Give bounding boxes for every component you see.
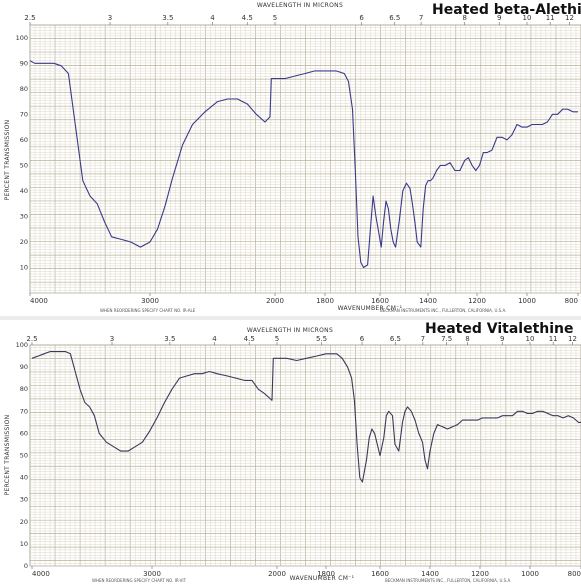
bottom-x-axis: 4000 3000 2000 1800 1600 1400 1200 1000 800 (31, 566, 581, 578)
chart-separator (0, 316, 581, 320)
top-tick-label: 4 (212, 335, 217, 343)
bottom-wavelength-label: WAVELENGTH IN MICRONS (247, 327, 333, 334)
y-tick-label: 30 (20, 496, 28, 504)
x-tick-label: 1400 (421, 570, 439, 578)
top-tick-label: 9 (497, 14, 501, 22)
y-tick-label: 50 (20, 452, 28, 460)
y-tick-label: 100 (16, 341, 28, 349)
y-tick-label: 10 (20, 540, 28, 548)
y-tick-label: 80 (20, 85, 28, 93)
top-tick-label: 10 (523, 14, 532, 22)
x-tick-label: 1600 (371, 570, 389, 578)
top-chart: 2.5 3 3.5 4 4.5 5 6 6.5 7 8 9 10 11 12 100 90 80 70 60 50 4… (4, 2, 581, 313)
top-tick-label: 3 (108, 14, 112, 22)
top-tick-label: 5.5 (316, 335, 327, 343)
top-tick-label: 5 (273, 14, 277, 22)
y-tick-label: 70 (20, 407, 28, 415)
x-tick-label: 1200 (468, 297, 486, 305)
top-tick-label: 6 (360, 335, 365, 343)
x-tick-label: 800 (568, 570, 581, 578)
y-tick-label: 10 (20, 263, 28, 271)
bottom-y-axis-label: PERCENT TRANSMISSION (4, 415, 11, 496)
y-tick-label: 20 (20, 238, 28, 246)
x-tick-label: 1000 (521, 570, 539, 578)
y-tick-label: 0 (24, 562, 28, 570)
top-tick-label: 4.5 (244, 335, 255, 343)
bottom-wavelength-axis: 2.5 3 3.5 4 4.5 5 5.5 6 6.5 7 7.5 8 9 10 11 12 (26, 335, 577, 345)
y-tick-label: 30 (20, 212, 28, 220)
top-tick-label: 7 (419, 14, 423, 22)
top-tick-label: 2.5 (24, 14, 35, 22)
top-tick-label: 5 (275, 335, 279, 343)
top-tick-label: 3.5 (162, 14, 173, 22)
top-footer-right: BECKMAN INSTRUMENTS INC., FULLERTON, CAL… (380, 308, 506, 313)
y-tick-label: 60 (20, 136, 28, 144)
bottom-grid (29, 344, 581, 567)
top-tick-label: 2.5 (26, 335, 37, 343)
top-tick-label: 3.5 (164, 335, 175, 343)
top-tick-label: 12 (568, 335, 577, 343)
top-tick-label: 11 (546, 14, 555, 22)
top-tick-label: 6.5 (389, 14, 400, 22)
bottom-chart-title: Heated Vitalethine (425, 321, 573, 337)
x-tick-label: 1000 (518, 297, 536, 305)
y-tick-label: 40 (20, 187, 28, 195)
y-tick-label: 70 (20, 110, 28, 118)
top-tick-label: 3 (110, 335, 114, 343)
top-y-axis-label: PERCENT TRANSMISSION (4, 120, 11, 201)
top-spectrum-line (29, 60, 578, 269)
top-chart-title: Heated beta-Alethine (432, 2, 581, 18)
top-footer-left: WHEN REORDERING SPECIFY CHART NO. IR-ALE (100, 308, 196, 313)
bottom-spectrum-line (31, 351, 581, 483)
top-x-axis: 4000 3000 2000 1800 1600 1400 1200 1000 800 (29, 293, 579, 305)
top-tick-label: 9 (500, 335, 504, 343)
bottom-footer-right: BECKMAN INSTRUMENTS INC., FULLERTON, CAL… (385, 578, 511, 583)
x-tick-label: 1800 (316, 297, 334, 305)
bottom-chart: 2.5 3 3.5 4 4.5 5 5.5 6 6.5 7 7.5 8 9 10 11 12 10090807… (4, 321, 581, 583)
top-tick-label: 8 (465, 335, 469, 343)
top-x-axis-label: WAVENUMBER CM⁻¹ (338, 305, 403, 312)
x-tick-label: 3000 (143, 570, 161, 578)
y-tick-label: 50 (20, 161, 28, 169)
y-tick-label: 20 (20, 518, 28, 526)
top-y-axis: 100 90 80 70 60 50 40 30 20 10 (16, 34, 28, 272)
y-tick-label: 40 (20, 474, 28, 482)
top-tick-label: 6.5 (390, 335, 401, 343)
top-tick-label: 4.5 (242, 14, 253, 22)
x-tick-label: 1600 (371, 297, 389, 305)
y-tick-label: 60 (20, 429, 28, 437)
x-tick-label: 4000 (32, 570, 50, 578)
x-tick-label: 1400 (419, 297, 437, 305)
y-tick-label: 80 (20, 385, 28, 393)
top-tick-label: 8 (463, 14, 467, 22)
top-grid (29, 24, 581, 294)
x-tick-label: 1200 (471, 570, 489, 578)
top-tick-label: 6 (359, 14, 364, 22)
y-tick-label: 90 (20, 363, 28, 371)
top-tick-label: 4 (210, 14, 215, 22)
x-tick-label: 3000 (141, 297, 159, 305)
x-tick-label: 2000 (268, 570, 286, 578)
top-tick-label: 7.5 (441, 335, 452, 343)
top-tick-label: 11 (549, 335, 558, 343)
top-tick-label: 10 (526, 335, 535, 343)
top-wavelength-axis: 2.5 3 3.5 4 4.5 5 6 6.5 7 8 9 10 11 12 (24, 14, 574, 25)
y-tick-label: 100 (16, 34, 28, 42)
top-wavelength-label: WAVELENGTH IN MICRONS (257, 2, 343, 9)
x-tick-label: 1800 (317, 570, 335, 578)
x-tick-label: 4000 (30, 297, 48, 305)
x-tick-label: 2000 (266, 297, 284, 305)
top-tick-label: 12 (565, 14, 574, 22)
x-tick-label: 800 (565, 297, 578, 305)
top-tick-label: 7 (421, 335, 425, 343)
bottom-x-axis-label: WAVENUMBER CM⁻¹ (290, 575, 355, 582)
y-tick-label: 90 (20, 59, 28, 67)
bottom-footer-left: WHEN REORDERING SPECIFY CHART NO. IR-VIT (92, 578, 187, 583)
